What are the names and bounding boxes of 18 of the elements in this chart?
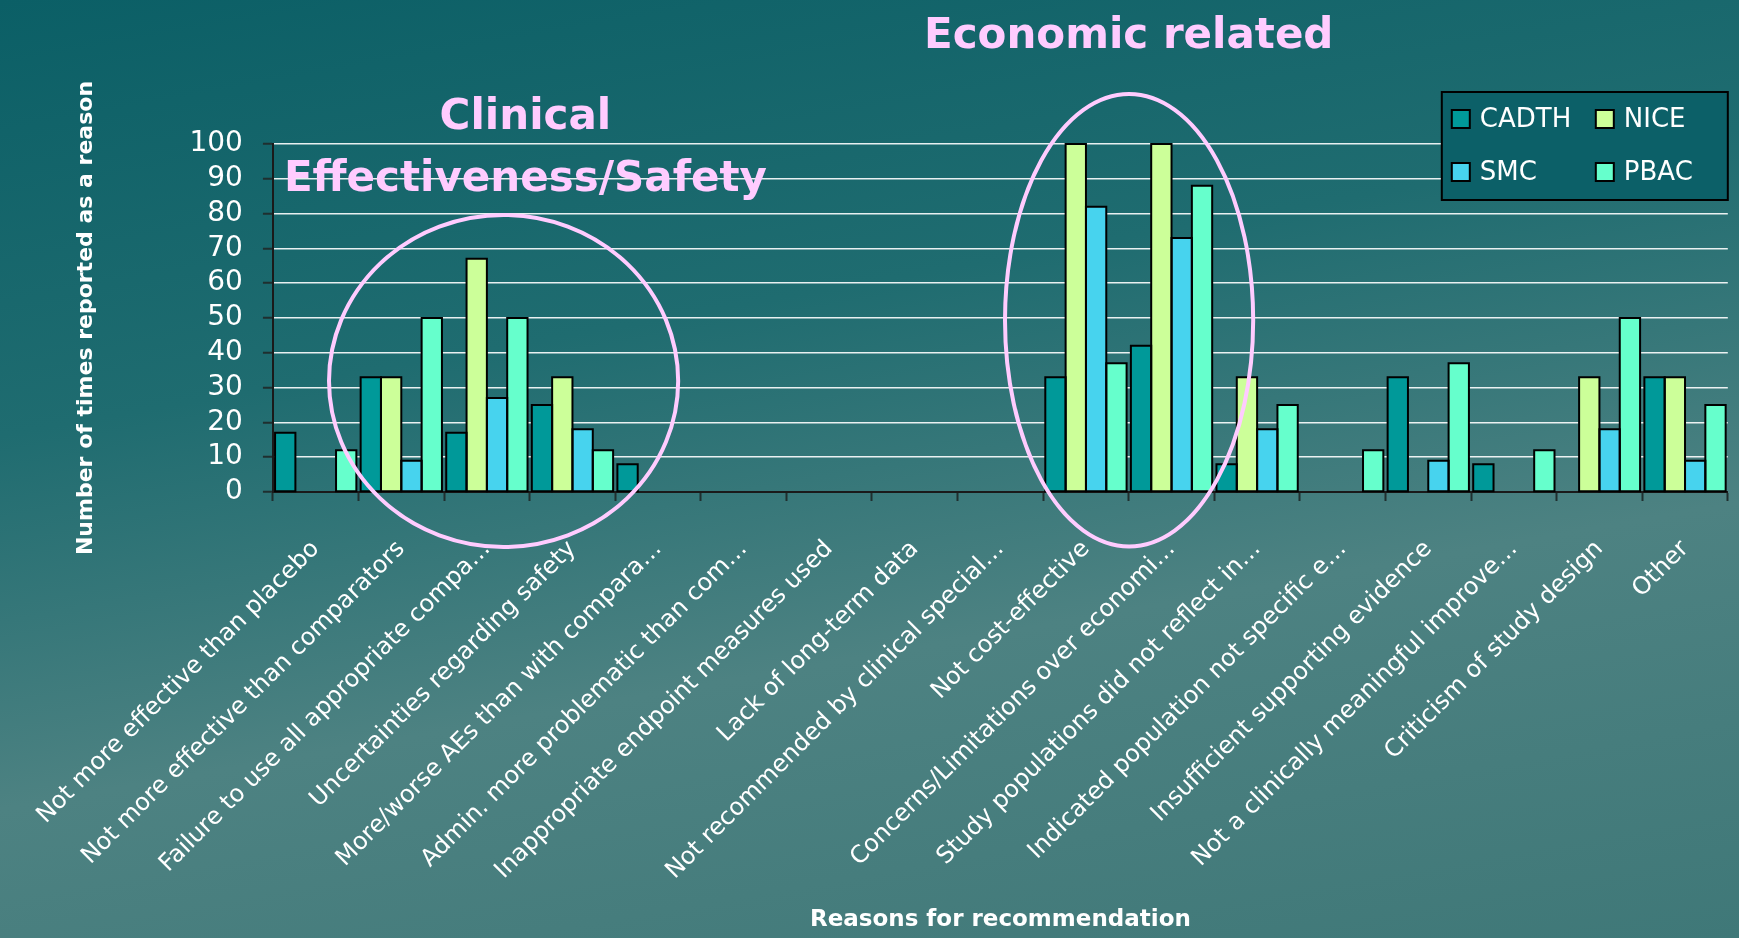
legend-label: SMC: [1479, 155, 1537, 186]
y-tick-label: 20: [207, 403, 243, 437]
y-tick-label: 80: [207, 194, 243, 228]
legend-label: CADTH: [1479, 102, 1572, 133]
y-tick-label: 60: [207, 264, 243, 298]
y-axis-title: Number of times reported as a reason: [72, 80, 97, 556]
y-tick-label: 30: [207, 368, 243, 402]
y-tick-label: 70: [207, 229, 243, 263]
legend-label: PBAC: [1623, 155, 1693, 186]
y-tick-label: 0: [225, 473, 243, 507]
y-tick-label: 90: [207, 160, 243, 194]
y-tick-label: 40: [207, 334, 243, 368]
y-tick-label: 50: [207, 299, 243, 333]
x-axis-title: Reasons for recommendation: [809, 905, 1191, 932]
y-tick-label: 100: [189, 125, 243, 159]
legend-label: NICE: [1623, 102, 1686, 133]
y-tick-label: 10: [207, 438, 243, 472]
text: Economic related: [923, 8, 1335, 61]
